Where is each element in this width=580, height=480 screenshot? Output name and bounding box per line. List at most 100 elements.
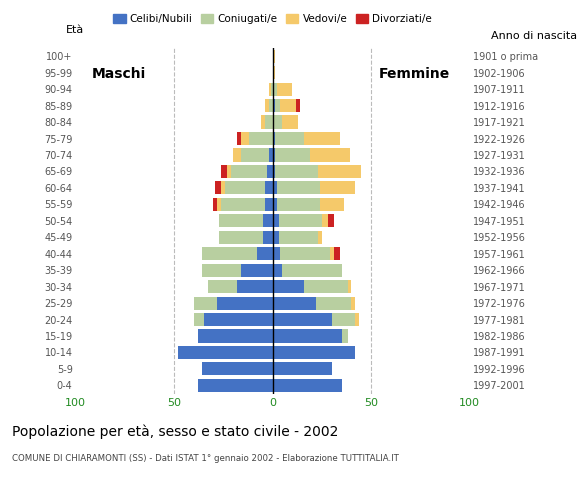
Bar — [273, 231, 278, 244]
Bar — [204, 313, 273, 326]
Bar — [273, 313, 332, 326]
Bar — [263, 231, 273, 244]
Bar — [257, 247, 273, 260]
Bar — [269, 99, 273, 112]
Bar — [273, 181, 277, 194]
Bar — [218, 297, 273, 310]
Bar — [320, 181, 356, 194]
Bar — [267, 165, 273, 178]
Bar — [281, 99, 296, 112]
Bar — [219, 231, 263, 244]
Bar — [342, 329, 347, 343]
Bar — [277, 198, 320, 211]
Bar — [264, 116, 273, 129]
Bar — [215, 181, 222, 194]
Bar — [296, 99, 300, 112]
Bar — [330, 247, 334, 260]
Bar — [237, 280, 273, 293]
Bar — [225, 181, 264, 194]
Bar — [273, 264, 282, 277]
Bar — [194, 297, 218, 310]
Bar — [278, 231, 318, 244]
Text: COMUNE DI CHIARAMONTI (SS) - Dati ISTAT 1° gennaio 2002 - Elaborazione TUTTITALI: COMUNE DI CHIARAMONTI (SS) - Dati ISTAT … — [12, 454, 398, 463]
Bar — [241, 148, 269, 162]
Bar — [277, 83, 292, 96]
Bar — [304, 280, 347, 293]
Bar — [320, 198, 343, 211]
Text: Maschi: Maschi — [92, 67, 146, 81]
Text: Popolazione per età, sesso e stato civile - 2002: Popolazione per età, sesso e stato civil… — [12, 425, 338, 439]
Bar — [322, 214, 328, 228]
Bar — [208, 280, 237, 293]
Text: Femmine: Femmine — [379, 67, 450, 81]
Bar — [274, 99, 281, 112]
Bar — [202, 264, 241, 277]
Bar — [231, 165, 267, 178]
Bar — [274, 132, 304, 145]
Bar — [241, 264, 273, 277]
Bar — [273, 116, 282, 129]
Bar — [304, 132, 340, 145]
Bar — [273, 165, 274, 178]
Bar — [273, 83, 277, 96]
Bar — [222, 181, 225, 194]
Bar — [274, 148, 310, 162]
Bar — [332, 313, 356, 326]
Bar — [213, 198, 218, 211]
Bar — [356, 313, 360, 326]
Bar — [264, 198, 273, 211]
Bar — [273, 49, 274, 63]
Bar — [278, 214, 322, 228]
Bar — [273, 214, 278, 228]
Bar — [202, 362, 273, 375]
Bar — [310, 148, 350, 162]
Legend: Celibi/Nubili, Coniugati/e, Vedovi/e, Divorziati/e: Celibi/Nubili, Coniugati/e, Vedovi/e, Di… — [109, 10, 436, 28]
Bar — [227, 165, 231, 178]
Bar — [318, 231, 322, 244]
Bar — [273, 66, 274, 79]
Bar — [273, 280, 304, 293]
Bar — [194, 313, 204, 326]
Bar — [316, 297, 351, 310]
Bar — [264, 99, 269, 112]
Bar — [271, 83, 273, 96]
Bar — [273, 346, 356, 359]
Bar — [198, 329, 273, 343]
Bar — [273, 132, 274, 145]
Bar — [218, 198, 222, 211]
Bar — [281, 247, 330, 260]
Bar — [273, 99, 274, 112]
Bar — [351, 297, 356, 310]
Bar — [274, 165, 318, 178]
Bar — [202, 247, 257, 260]
Bar — [237, 132, 241, 145]
Bar — [219, 214, 263, 228]
Bar — [222, 198, 264, 211]
Bar — [273, 362, 332, 375]
Bar — [277, 181, 320, 194]
Bar — [261, 116, 264, 129]
Bar — [273, 297, 316, 310]
Bar — [222, 165, 227, 178]
Bar — [347, 280, 351, 293]
Bar — [273, 247, 281, 260]
Bar — [273, 148, 274, 162]
Bar — [249, 132, 273, 145]
Bar — [334, 247, 340, 260]
Bar — [264, 181, 273, 194]
Bar — [269, 148, 273, 162]
Bar — [328, 214, 334, 228]
Bar — [273, 198, 277, 211]
Bar — [269, 83, 271, 96]
Bar — [241, 132, 249, 145]
Bar — [233, 148, 241, 162]
Bar — [282, 264, 342, 277]
Bar — [273, 379, 342, 392]
Bar — [263, 214, 273, 228]
Text: Età: Età — [66, 25, 85, 35]
Bar — [273, 329, 342, 343]
Bar — [198, 379, 273, 392]
Bar — [178, 346, 273, 359]
Bar — [282, 116, 298, 129]
Text: Anno di nascita: Anno di nascita — [491, 31, 577, 41]
